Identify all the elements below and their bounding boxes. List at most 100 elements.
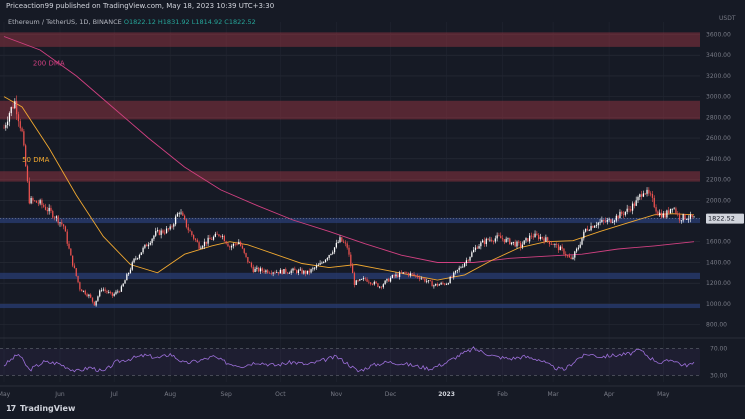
candle-body [417,275,419,278]
candle-body [57,216,59,224]
candle-body [332,252,334,254]
candle-body [321,262,323,264]
candle-body [84,290,86,295]
candle-body [503,239,505,243]
candle-body [630,209,632,211]
candle-body [528,235,531,242]
candle-body [384,280,386,285]
candle-body [174,216,177,225]
x-tick-label: Aug [164,391,176,398]
candle-body [418,277,421,279]
candle-body [538,235,540,239]
rsi-level-label: 70.00 [710,346,727,353]
candle-body [429,280,431,282]
candle-body [597,222,599,226]
candle-body [267,270,269,273]
candle-body [28,181,30,204]
candle-body [52,211,54,218]
candle-body [501,238,504,240]
candle-body [482,240,484,243]
candle-body [469,256,471,261]
candle-body [241,245,244,249]
candle-body [617,215,619,219]
candle-body [30,198,32,204]
candle-body [431,281,433,287]
candle-body [581,238,583,245]
time-axis: May Jun Jul Aug Sep Oct Nov Dec 2023 Feb Mar Apr May [0,385,745,398]
candle-body [480,242,482,247]
support-zone [0,303,700,309]
y-tick-label: 3200.00 [706,73,731,80]
candle-body [14,101,16,109]
candle-body [339,237,341,243]
candle-body [519,242,522,248]
candle-body [122,283,124,287]
x-tick-label: Feb [497,391,508,398]
candle-body [422,278,424,280]
candle-body [294,268,296,271]
candle-body [613,220,616,222]
candle-body [561,246,563,249]
candle-body [209,237,211,240]
resistance-zone [0,100,700,120]
candle-body [183,215,186,220]
candle-body [258,267,260,272]
candle-body [93,301,95,306]
candle-body [436,283,439,286]
candle-body [483,240,486,245]
y-tick-label: 3000.00 [706,94,731,101]
tradingview-logo[interactable]: 17 TradingView [6,404,75,413]
candle-body [400,272,403,274]
resistance-zone [0,171,700,182]
candle-body [223,235,225,242]
candle-body [361,279,363,280]
rsi-level-label: 30.00 [710,372,727,379]
candle-body [149,242,151,245]
candle-body [59,222,61,224]
candle-body [621,211,623,214]
candle-body [323,262,325,263]
candle-body [305,270,307,274]
x-tick-label: Apr [604,391,615,398]
candle-body [133,258,135,263]
x-tick-label: Dec [385,391,397,398]
candle-body [95,300,97,306]
candle-body [579,244,581,248]
candle-body [270,272,272,274]
candle-body [10,107,12,114]
support-resistance-zones [0,32,700,309]
candle-body [70,248,72,256]
candle-body [297,270,300,274]
candle-body [146,244,148,247]
candle-body [610,219,612,223]
candle-body [230,246,233,248]
y-tick-label: 800.00 [706,322,727,329]
candle-body [315,265,318,268]
x-tick-label: May [657,391,670,398]
candle-body [485,238,487,245]
candle-body [680,220,682,222]
candle-body [324,259,327,263]
candle-body [214,233,216,237]
y-tick-label: 2400.00 [706,156,731,163]
candle-body [189,230,191,232]
candle-body [595,225,598,227]
candle-body [34,200,36,202]
candle-body [397,274,399,278]
candle-body [435,283,437,286]
candle-body [675,208,677,214]
candle-body [454,270,457,273]
candle-body [239,241,242,246]
candle-body [104,289,106,291]
candle-body [357,280,359,282]
candle-body [424,278,426,282]
candle-body [565,254,567,256]
candle-body [263,270,265,273]
candle-body [341,237,343,242]
candle-body [268,272,271,274]
candle-body [185,219,188,228]
candle-body [299,269,301,271]
dma200-line [3,36,695,263]
candle-body [151,238,153,243]
